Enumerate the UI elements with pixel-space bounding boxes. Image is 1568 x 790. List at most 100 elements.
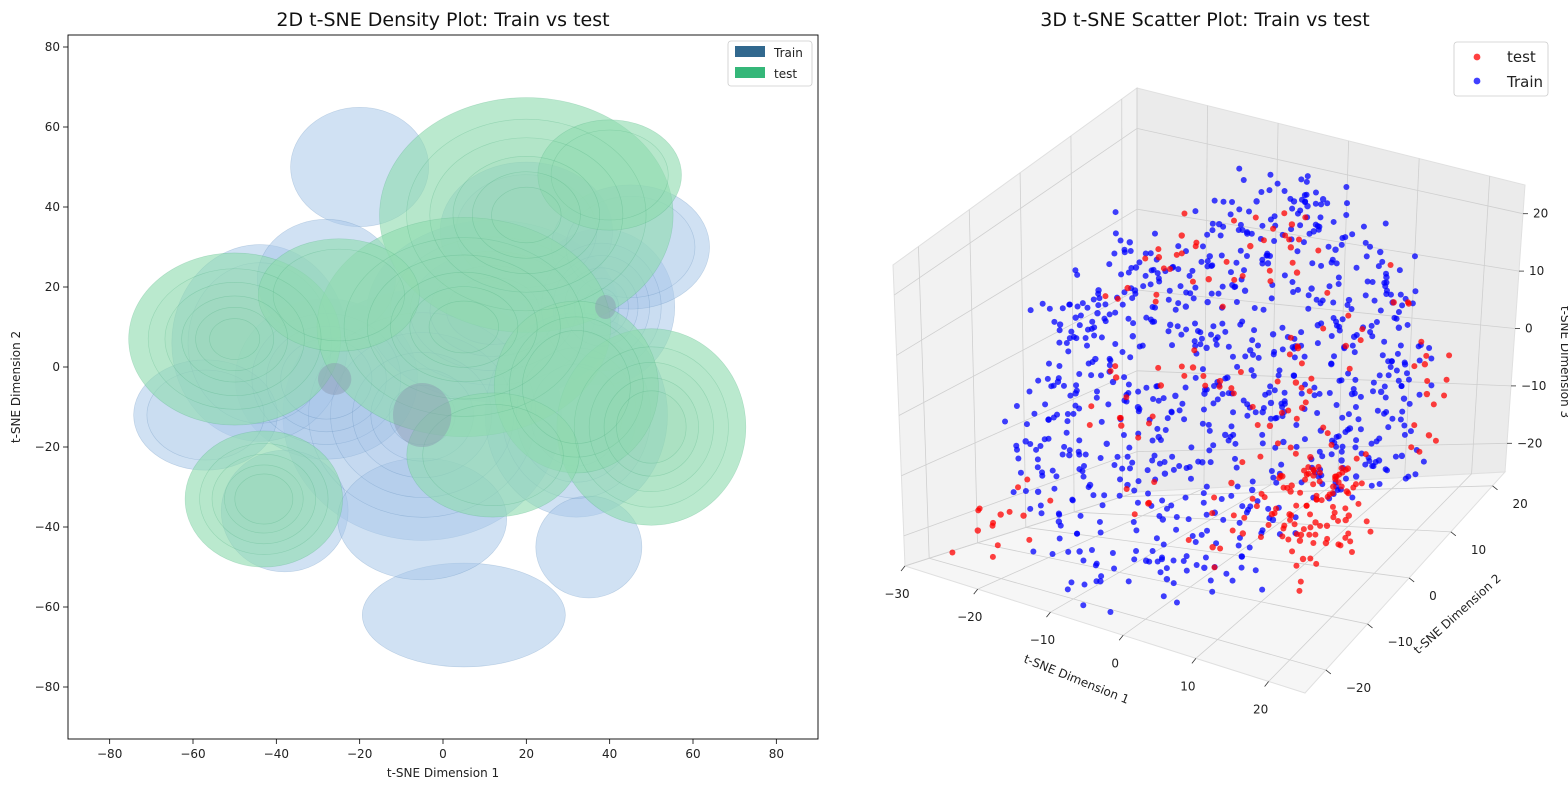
scatter-point bbox=[1326, 491, 1333, 498]
scatter-point bbox=[1287, 516, 1294, 523]
scatter-point bbox=[1160, 265, 1167, 272]
scatter-point bbox=[1347, 538, 1354, 545]
scatter-point bbox=[1186, 272, 1193, 279]
scatter-point bbox=[1066, 447, 1073, 454]
scatter-point bbox=[1217, 545, 1224, 552]
scatter-point bbox=[1428, 355, 1435, 362]
scatter-point bbox=[1401, 422, 1408, 429]
scatter-point bbox=[1246, 544, 1253, 551]
scatter3d-points bbox=[949, 165, 1453, 616]
wall-gridline-z bbox=[1136, 370, 1512, 387]
scatter-point bbox=[1232, 455, 1239, 462]
scatter-point bbox=[1132, 290, 1139, 297]
scatter-point bbox=[1303, 178, 1310, 185]
scatter-point bbox=[1239, 226, 1246, 233]
scatter-point bbox=[1091, 332, 1098, 339]
scatter-point bbox=[1412, 288, 1419, 295]
scatter-point bbox=[1230, 390, 1237, 397]
scatter-point bbox=[1250, 351, 1257, 358]
scatter-point bbox=[1297, 222, 1304, 229]
x3d-tick-mark bbox=[1118, 635, 1124, 641]
scatter-point bbox=[1400, 395, 1408, 402]
density-plot: 2D t-SNE Density Plot: Train vs test −80… bbox=[9, 9, 819, 780]
scatter-point bbox=[1169, 453, 1176, 460]
scatter-point bbox=[1254, 498, 1261, 505]
scatter-point bbox=[1193, 562, 1200, 569]
scatter-point bbox=[1362, 451, 1369, 458]
scatter-point bbox=[1359, 326, 1366, 333]
z3d-tick-label: 0 bbox=[1525, 322, 1533, 336]
scatter-point bbox=[1086, 422, 1093, 429]
scatter-point bbox=[1294, 343, 1301, 350]
scatter-point bbox=[1326, 283, 1333, 290]
scatter-point bbox=[1238, 564, 1245, 571]
scatter-point bbox=[1202, 554, 1209, 561]
scatter-point bbox=[1180, 557, 1187, 564]
scatter-point bbox=[1112, 309, 1119, 316]
scatter-point bbox=[1139, 342, 1146, 349]
scatter-point bbox=[1073, 382, 1080, 389]
wall-gridline-z bbox=[893, 128, 1138, 296]
scatter-point bbox=[1319, 297, 1326, 304]
scatter-point bbox=[1345, 312, 1352, 319]
scatter-point bbox=[1191, 347, 1198, 354]
scatter-point bbox=[1289, 279, 1296, 286]
scatter-point bbox=[1222, 375, 1229, 382]
scatter-point bbox=[1082, 334, 1089, 341]
scatter-point bbox=[1307, 524, 1314, 531]
scatter-point bbox=[1280, 484, 1287, 491]
scatter-point bbox=[1033, 446, 1040, 453]
floor-gridline-y bbox=[1025, 527, 1410, 579]
scatter-point bbox=[1034, 488, 1042, 495]
legend-swatch-test bbox=[735, 67, 765, 78]
scatter-point bbox=[1022, 438, 1029, 445]
scatter-point bbox=[1229, 199, 1236, 206]
scatter-point bbox=[1385, 372, 1392, 379]
density-contour bbox=[181, 295, 288, 383]
scatter-point bbox=[1349, 494, 1356, 501]
scatter-point bbox=[1231, 217, 1238, 224]
scatter-point bbox=[1168, 408, 1175, 415]
scatter-point bbox=[1026, 536, 1033, 543]
scatter-point bbox=[1244, 229, 1251, 236]
scatter-point bbox=[1106, 362, 1113, 369]
scatter-point bbox=[1211, 197, 1218, 204]
floor-gridline-y bbox=[929, 557, 1326, 671]
scatter-point bbox=[1237, 221, 1244, 228]
scatter-point bbox=[1338, 377, 1345, 384]
scatter-point bbox=[1292, 450, 1299, 457]
scatter-point bbox=[1152, 304, 1159, 311]
density-contour bbox=[537, 119, 682, 231]
density-contour bbox=[428, 300, 499, 354]
scatter-point bbox=[1229, 282, 1236, 289]
scatter-point bbox=[1411, 253, 1418, 260]
scatter-point bbox=[1160, 593, 1167, 600]
scatter-point bbox=[1251, 327, 1258, 334]
scatter-point bbox=[1252, 567, 1259, 574]
scatter-point bbox=[1063, 429, 1070, 436]
scatter-point bbox=[1285, 407, 1292, 414]
scatter-point bbox=[1166, 266, 1173, 273]
scatter-point bbox=[1210, 442, 1217, 449]
scatter-point bbox=[1155, 254, 1163, 261]
scatter-point bbox=[1020, 512, 1027, 519]
scatter-point bbox=[1333, 260, 1340, 267]
scatter-point bbox=[1333, 322, 1340, 329]
y3d-tick-label: 0 bbox=[1429, 589, 1437, 603]
scatter-point bbox=[1126, 239, 1133, 246]
scatter-point bbox=[1301, 353, 1308, 360]
scatter-point bbox=[1219, 320, 1226, 327]
scatter-point bbox=[1065, 348, 1072, 355]
scatter-point bbox=[1302, 399, 1309, 406]
scatter-point bbox=[1090, 296, 1097, 303]
scatter-point bbox=[1395, 309, 1402, 316]
scatter-point bbox=[1308, 285, 1315, 292]
scatter-point bbox=[1293, 531, 1300, 538]
scatter-point bbox=[1385, 424, 1392, 431]
x-tick-label: −40 bbox=[264, 747, 289, 761]
scatter-point bbox=[1286, 351, 1293, 358]
scatter3d-legend: test Train bbox=[1453, 41, 1549, 97]
scatter-point bbox=[1266, 422, 1274, 430]
scatter-point bbox=[1342, 466, 1349, 473]
scatter-point bbox=[1274, 180, 1281, 187]
